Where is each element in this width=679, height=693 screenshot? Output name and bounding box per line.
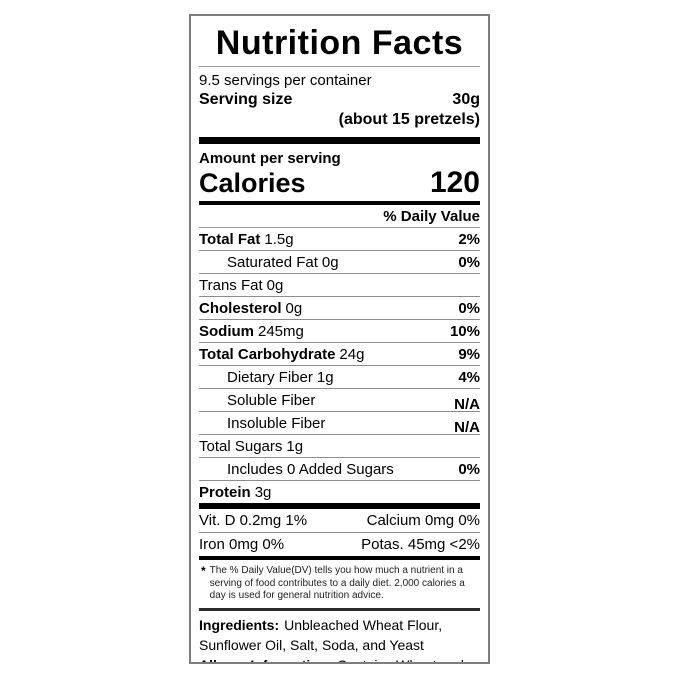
nutrient-row-added-sugars: Includes 0 Added Sugars 0% (199, 458, 480, 481)
nutrient-row-saturated-fat: Saturated Fat 0g 0% (199, 251, 480, 274)
allergy-label: Allergy Information: (199, 657, 332, 663)
divider-thin (199, 66, 480, 67)
nutrient-name: Protein (199, 484, 251, 501)
daily-value: 4% (458, 369, 480, 386)
nutrient-amount: 0g (321, 254, 339, 271)
daily-value: 0% (458, 254, 480, 271)
servings-per-container: 9.5 servings per container (199, 72, 372, 89)
nutrition-facts-label: Nutrition Facts 9.5 servings per contain… (189, 14, 490, 664)
nutrient-row-cholesterol: Cholesterol 0g 0% (199, 297, 480, 320)
daily-value-footnote: * The % Daily Value(DV) tells you how mu… (199, 560, 480, 607)
medium-bar (199, 201, 480, 205)
nutrient-name: Dietary Fiber (227, 369, 313, 386)
daily-value: 9% (458, 346, 480, 363)
allergy-section: Allergy Information:Contains Wheat and G… (199, 655, 480, 663)
nutrient-name: Total Fat (199, 231, 261, 248)
nutrient-name: Total Carbohydrate (199, 346, 336, 363)
micronutrient-vitamin-d: Vit. D 0.2mg 1% (199, 512, 308, 529)
daily-value: 10% (449, 323, 480, 340)
nutrient-name: Trans Fat (199, 277, 263, 294)
micronutrient-row: Iron 0mg 0% Potas. 45mg <2% (199, 533, 480, 556)
nutrient-name: Insoluble Fiber (227, 415, 326, 432)
nutrient-name: Total Sugars (199, 438, 283, 455)
thick-bar (199, 137, 480, 144)
ingredients-label: Ingredients: (199, 616, 280, 633)
thick-bar (199, 503, 480, 509)
allergy-text: Contains Wheat and Gluten (199, 657, 464, 663)
serving-size-label: Serving size (199, 91, 293, 108)
nutrient-name: Saturated Fat (227, 254, 318, 271)
nutrient-row-sodium: Sodium 245mg 10% (199, 320, 480, 343)
calories-row: Calories 120 (199, 166, 480, 199)
nutrient-row-soluble-fiber: Soluble Fiber N/A (199, 389, 480, 412)
nutrient-name: Sodium (199, 323, 254, 340)
nutrient-row-insoluble-fiber: Insoluble Fiber N/A (199, 412, 480, 435)
daily-value: N/A (454, 396, 480, 413)
nutrient-amount: 1g (316, 369, 334, 386)
medium-bar (199, 556, 480, 560)
nutrient-amount: 1g (286, 438, 304, 455)
daily-value: 2% (458, 231, 480, 248)
nutrient-amount: 1.5g (264, 231, 294, 248)
calories-label: Calories (199, 168, 306, 198)
daily-value: N/A (454, 419, 480, 436)
nutrient-row-trans-fat: Trans Fat 0g (199, 274, 480, 297)
serving-size-value: 30g (452, 91, 480, 108)
daily-value: 0% (458, 461, 480, 478)
nutrient-amount: 3g (254, 484, 272, 501)
nutrient-name: Cholesterol (199, 300, 282, 317)
nutrient-amount: 0g (266, 277, 284, 294)
nutrient-row-dietary-fiber: Dietary Fiber 1g 4% (199, 366, 480, 389)
nutrient-name: Includes 0 Added Sugars (227, 461, 394, 478)
micronutrient-calcium: Calcium 0mg 0% (366, 512, 480, 529)
label-title: Nutrition Facts (215, 24, 464, 62)
nutrient-row-total-sugars: Total Sugars 1g (199, 435, 480, 458)
micronutrient-potassium: Potas. 45mg <2% (361, 536, 480, 553)
ingredients-section: Ingredients: Unbleached Wheat Flour, Sunf… (199, 615, 480, 655)
daily-value-header: % Daily Value (199, 205, 480, 228)
nutrient-row-total-fat: Total Fat 1.5g 2% (199, 228, 480, 251)
daily-value: 0% (458, 300, 480, 317)
nutrient-amount: 245mg (258, 323, 304, 340)
amount-per-serving: Amount per serving (199, 150, 341, 167)
micronutrient-iron: Iron 0mg 0% (199, 536, 285, 553)
nutrient-amount: 24g (339, 346, 365, 363)
serving-size-note: (about 15 pretzels) (338, 111, 480, 128)
nutrient-row-total-carbohydrate: Total Carbohydrate 24g 9% (199, 343, 480, 366)
serving-size-row: Serving size 30g (199, 90, 480, 110)
asterisk-marker: * (201, 564, 206, 578)
calories-value: 120 (429, 166, 480, 199)
divider-medium (199, 607, 480, 611)
footnote-text: The % Daily Value(DV) tells you how much… (209, 565, 465, 601)
nutrient-row-protein: Protein 3g (199, 481, 480, 503)
ingredients-text: Unbleached Wheat Flour, Sunflower Oil, S… (199, 616, 443, 653)
micronutrient-row: Vit. D 0.2mg 1% Calcium 0mg 0% (199, 509, 480, 533)
nutrient-name: Soluble Fiber (227, 392, 316, 409)
nutrient-amount: 0g (285, 300, 303, 317)
